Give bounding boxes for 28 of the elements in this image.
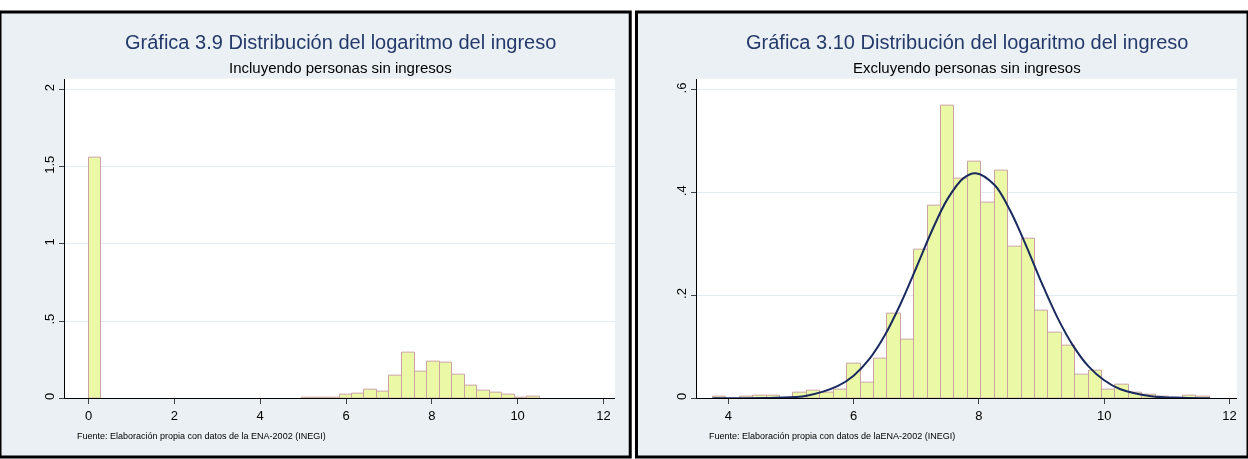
y-tick-label: 2 <box>41 83 57 92</box>
x-tick-label: 8 <box>428 407 436 423</box>
source-note: Fuente: Elaboración propia con datos de laENA-2002 (INEGI) <box>709 431 956 441</box>
x-tick-label: 4 <box>256 407 264 423</box>
x-tick-label: 4 <box>724 407 732 423</box>
chart-subtitle: Excluyendo personas sin ingresos <box>853 59 1081 76</box>
y-tick-label: 1.5 <box>41 155 57 174</box>
chart-subtitle: Incluyendo personas sin ingresos <box>229 59 452 76</box>
x-tick-label: 8 <box>975 407 983 423</box>
y-tick-label: .2 <box>673 288 689 299</box>
x-tick-label: 2 <box>170 407 179 423</box>
y-tick-label: 0 <box>673 392 689 400</box>
x-tick-label: 0 <box>84 407 93 423</box>
x-tick-label: 12 <box>596 407 611 423</box>
x-tick-label: 10 <box>510 407 525 423</box>
x-tick-label: 6 <box>849 407 858 423</box>
y-tick-label: 0 <box>41 392 57 400</box>
x-tick-label: 10 <box>1096 407 1112 423</box>
x-tick-label: 12 <box>1222 407 1237 423</box>
y-tick-label: 1 <box>41 238 57 246</box>
y-tick-label: .5 <box>41 313 57 325</box>
x-tick-label: 6 <box>342 407 350 423</box>
source-note: Fuente: Elaboración propia con datos de la ENA-2002 (INEGI) <box>77 431 326 441</box>
y-tick-label: .6 <box>673 82 689 94</box>
line-series <box>711 172 1212 399</box>
chart-title: Gráfica 3.9 Distribución del logaritmo del ingreso <box>125 31 557 53</box>
chart-title: Gráfica 3.10 Distribución del logaritmo del ingreso <box>746 31 1189 53</box>
y-tick-label: .4 <box>673 185 689 197</box>
